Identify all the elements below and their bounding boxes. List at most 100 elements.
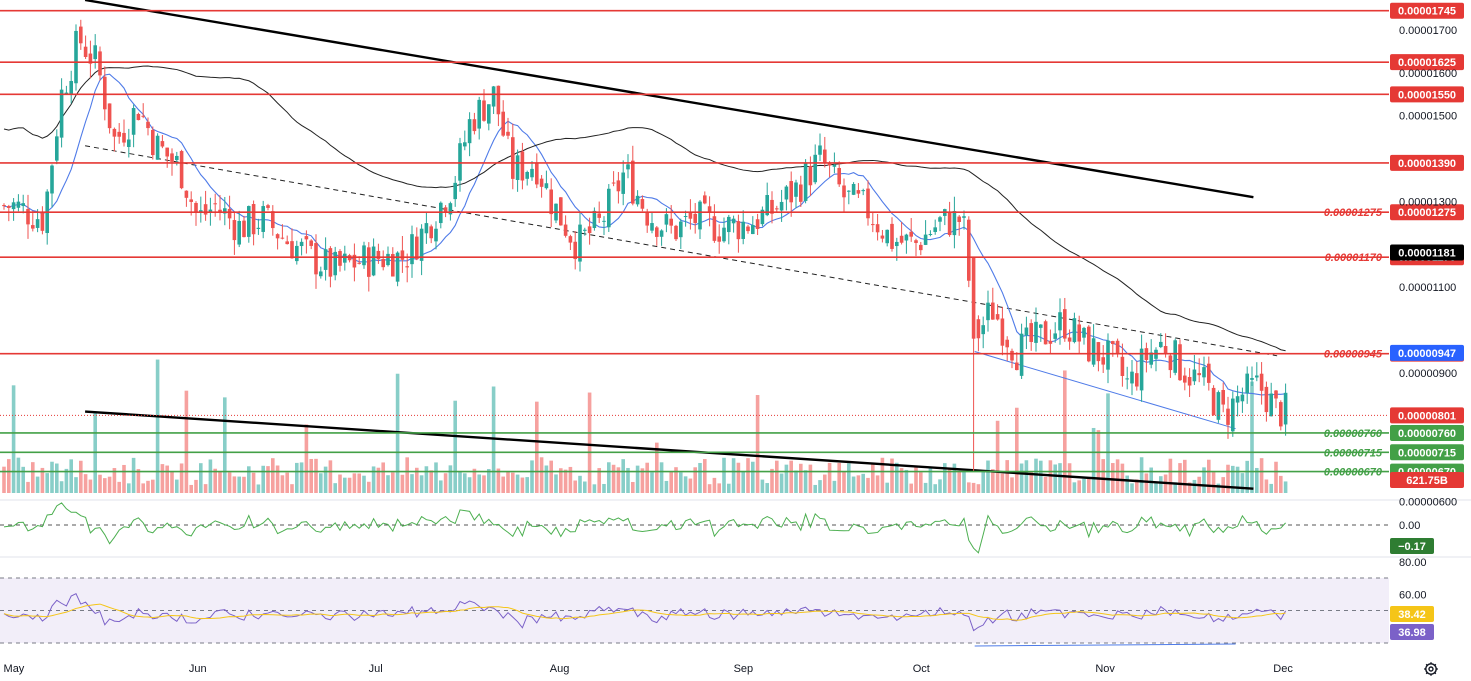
volume-bar [851, 476, 856, 493]
candle-body [856, 190, 861, 194]
x-tick-label: Jul [369, 663, 383, 675]
candle-body [866, 188, 870, 219]
volume-bar [362, 475, 366, 493]
volume-bar [333, 483, 337, 493]
channel-mid-dashed-line [85, 145, 1278, 357]
volume-bar [328, 460, 333, 493]
volume-bar [1183, 459, 1187, 493]
candle-body [280, 237, 285, 239]
candle-body [184, 190, 189, 198]
candle-body [1183, 375, 1187, 383]
volume-bar [391, 472, 395, 493]
volume-bar [1250, 381, 1254, 493]
candle-body [424, 223, 429, 234]
volume-bar [122, 464, 126, 493]
volume-bar [549, 460, 553, 493]
candle-body [1043, 321, 1048, 345]
volume-bar [199, 463, 203, 493]
volume-bar [1029, 472, 1033, 493]
volume-bar [520, 477, 525, 493]
volume-bar [242, 476, 246, 493]
volume-bar [928, 467, 933, 493]
volume-bar [895, 462, 899, 493]
resistance-tag-text: 0.00001390 [1398, 158, 1456, 170]
candle-body [923, 234, 928, 245]
candle-body [784, 186, 789, 200]
volume-bar [213, 468, 217, 493]
volume-bar [1115, 459, 1120, 493]
candle-body [986, 302, 990, 321]
candle-body [88, 53, 93, 64]
candle-body [35, 219, 40, 228]
candle-body [520, 151, 525, 181]
volume-bar [424, 466, 429, 493]
volume-bar [1211, 472, 1216, 493]
volume-bar [731, 458, 736, 493]
volume-bar [1091, 427, 1096, 493]
volume-bar [832, 480, 837, 493]
candle-body [664, 214, 669, 225]
volume-bar [655, 442, 659, 493]
candle-body [1039, 324, 1043, 328]
candle-body [223, 208, 227, 214]
volume-bar [83, 474, 88, 493]
volume-bars [2, 359, 1288, 493]
volume-bar [448, 465, 453, 493]
candle-body [775, 208, 779, 210]
volume-bar [482, 475, 486, 493]
resistance-tag: 0.00001550 [1390, 86, 1464, 103]
candle-body [309, 240, 313, 246]
volume-bar [453, 400, 457, 493]
moving-averages [3, 65, 1286, 396]
candle-body [602, 220, 606, 222]
candle-body [909, 231, 913, 237]
candle-body [405, 266, 409, 268]
candle-body [1192, 369, 1197, 382]
x-tick-label: Oct [913, 663, 930, 675]
rsi-value-tag-text: 36.98 [1398, 627, 1426, 639]
volume-bar [295, 462, 299, 493]
volume-tag-text: 621.75B [1406, 475, 1448, 487]
volume-bar [467, 477, 472, 493]
volume-bar [535, 401, 539, 493]
candle-body [995, 314, 1000, 320]
volume-bar [160, 464, 165, 493]
y-tick-label: 0.00001300 [1399, 196, 1457, 208]
volume-bar [938, 479, 942, 493]
candle-body [290, 241, 294, 259]
candle-body [21, 203, 25, 207]
candle-body [189, 199, 193, 202]
candle-body [568, 236, 573, 243]
x-tick-label: Sep [734, 663, 754, 675]
volume-bar [770, 468, 774, 493]
settings-gear-icon[interactable] [1423, 661, 1439, 677]
volume-bar [1240, 473, 1245, 493]
volume-bar [1279, 475, 1283, 493]
volume-bar [472, 468, 477, 493]
candle-body [616, 180, 621, 192]
candle-body [976, 319, 981, 339]
candle-body [991, 302, 995, 320]
volume-bar [631, 481, 635, 493]
candle-body [323, 249, 328, 270]
candle-body [434, 228, 438, 242]
candle-body [1173, 340, 1177, 373]
volume-bar [11, 385, 16, 493]
volume-bar [227, 472, 232, 493]
candle-body [448, 203, 453, 215]
volume-bar [179, 463, 184, 493]
candle-body [55, 136, 59, 161]
candle-body [1063, 309, 1067, 339]
volume-bar [285, 472, 289, 493]
candle-body [957, 216, 961, 222]
volume-bar [1173, 482, 1177, 493]
resistance-tag-box [1390, 204, 1464, 221]
candle-body [818, 145, 822, 155]
volume-bar [59, 481, 64, 493]
volume-bar [165, 465, 169, 493]
volume-bar [707, 484, 712, 493]
volume-bar [952, 463, 957, 493]
volume-bar [1144, 473, 1149, 493]
volume-bar [587, 392, 592, 493]
volume-bar [818, 480, 822, 493]
